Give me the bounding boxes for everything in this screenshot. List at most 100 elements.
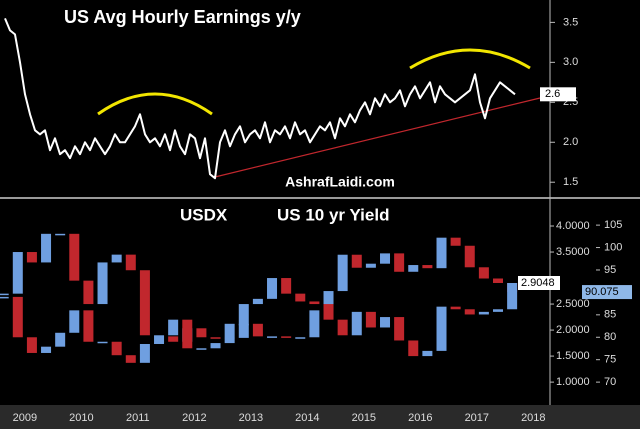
candle [337, 254, 348, 292]
candle [380, 253, 391, 264]
y2-tick-label: 105 [604, 219, 622, 231]
candle [493, 278, 504, 283]
legend-entry: US 10 yr Yield [277, 205, 389, 224]
candle [139, 270, 150, 336]
x-tick-label: 2017 [465, 412, 489, 424]
candle [139, 343, 150, 363]
candle [351, 311, 362, 336]
candle [55, 332, 66, 347]
candle [295, 293, 306, 302]
candle [238, 304, 249, 338]
candle [295, 337, 306, 339]
candle [365, 263, 376, 268]
candle [436, 306, 447, 351]
candle [309, 310, 320, 338]
candle [196, 348, 207, 350]
candle [69, 310, 80, 333]
candle [408, 265, 419, 272]
line-series [4, 18, 516, 180]
candle [97, 341, 108, 344]
y2-tick-label: 95 [604, 264, 616, 276]
candle [323, 304, 334, 320]
x-tick-label: 2014 [295, 412, 319, 424]
candle [464, 309, 475, 315]
x-tick-label: 2009 [13, 412, 37, 424]
candle [224, 323, 235, 339]
candle [281, 278, 292, 294]
x-axis-strip [0, 405, 640, 429]
y-tick-label: 4.0000 [556, 220, 590, 232]
candle [224, 337, 235, 344]
last-value-label: 90.075 [585, 286, 619, 298]
chart-title: US Avg Hourly Earnings y/y [64, 7, 301, 27]
x-tick-label: 2013 [239, 412, 263, 424]
y-tick-label: 3.5 [563, 16, 578, 28]
y2-tick-label: 70 [604, 376, 616, 388]
candle [111, 254, 122, 263]
candle [267, 278, 278, 299]
candle [422, 265, 433, 269]
y2-tick-label: 100 [604, 241, 622, 253]
candle [422, 350, 433, 357]
candle [281, 336, 292, 338]
candle [154, 336, 165, 344]
candle [125, 254, 136, 271]
y-tick-label: 1.5 [563, 176, 578, 188]
candle [12, 296, 23, 338]
candle [69, 233, 80, 281]
candle [154, 335, 165, 337]
last-value-box [518, 275, 560, 290]
candle [493, 309, 504, 312]
candle [337, 319, 348, 336]
candle [26, 252, 37, 263]
candle [478, 311, 489, 315]
candle [394, 317, 405, 341]
candle [83, 310, 94, 342]
legend-entry: USDX [180, 205, 228, 224]
candle [168, 319, 179, 336]
y-tick-label: 1.5000 [556, 350, 590, 362]
candle [26, 337, 37, 353]
candle [111, 341, 122, 356]
last-value-label: 2.6 [545, 88, 560, 100]
y2-tick-label: 85 [604, 309, 616, 321]
candle [182, 319, 193, 349]
candle [267, 336, 278, 338]
candle [0, 293, 9, 296]
candle [450, 306, 461, 310]
candle [252, 298, 263, 305]
annotation-arc [409, 48, 531, 70]
candle [464, 245, 475, 268]
x-tick-label: 2016 [408, 412, 432, 424]
candle [210, 337, 221, 339]
candle [196, 328, 207, 338]
candle [83, 280, 94, 305]
y-tick-label: 3.5000 [556, 246, 590, 258]
candle [436, 237, 447, 269]
candle [309, 301, 320, 305]
candle [41, 233, 52, 263]
candle [210, 343, 221, 349]
watermark: AshrafLaidi.com [285, 174, 395, 190]
candle [408, 340, 419, 357]
candle [0, 296, 9, 299]
y-tick-label: 2.0000 [556, 324, 590, 336]
candle [380, 317, 391, 328]
y2-tick-label: 75 [604, 354, 616, 366]
candle [323, 291, 334, 311]
candle [125, 355, 136, 363]
candle [55, 233, 66, 236]
candle [97, 262, 108, 305]
candle [252, 323, 263, 337]
last-value-box [582, 285, 632, 300]
x-tick-label: 2018 [521, 412, 545, 424]
y-tick-label: 3.0 [563, 56, 578, 68]
annotation-arc [97, 92, 213, 116]
y-tick-label: 2.0 [563, 136, 578, 148]
last-value-box [540, 87, 576, 102]
candle [12, 252, 23, 294]
candle [351, 254, 362, 268]
x-tick-label: 2015 [352, 412, 376, 424]
last-value-label: 2.9048 [521, 277, 555, 289]
